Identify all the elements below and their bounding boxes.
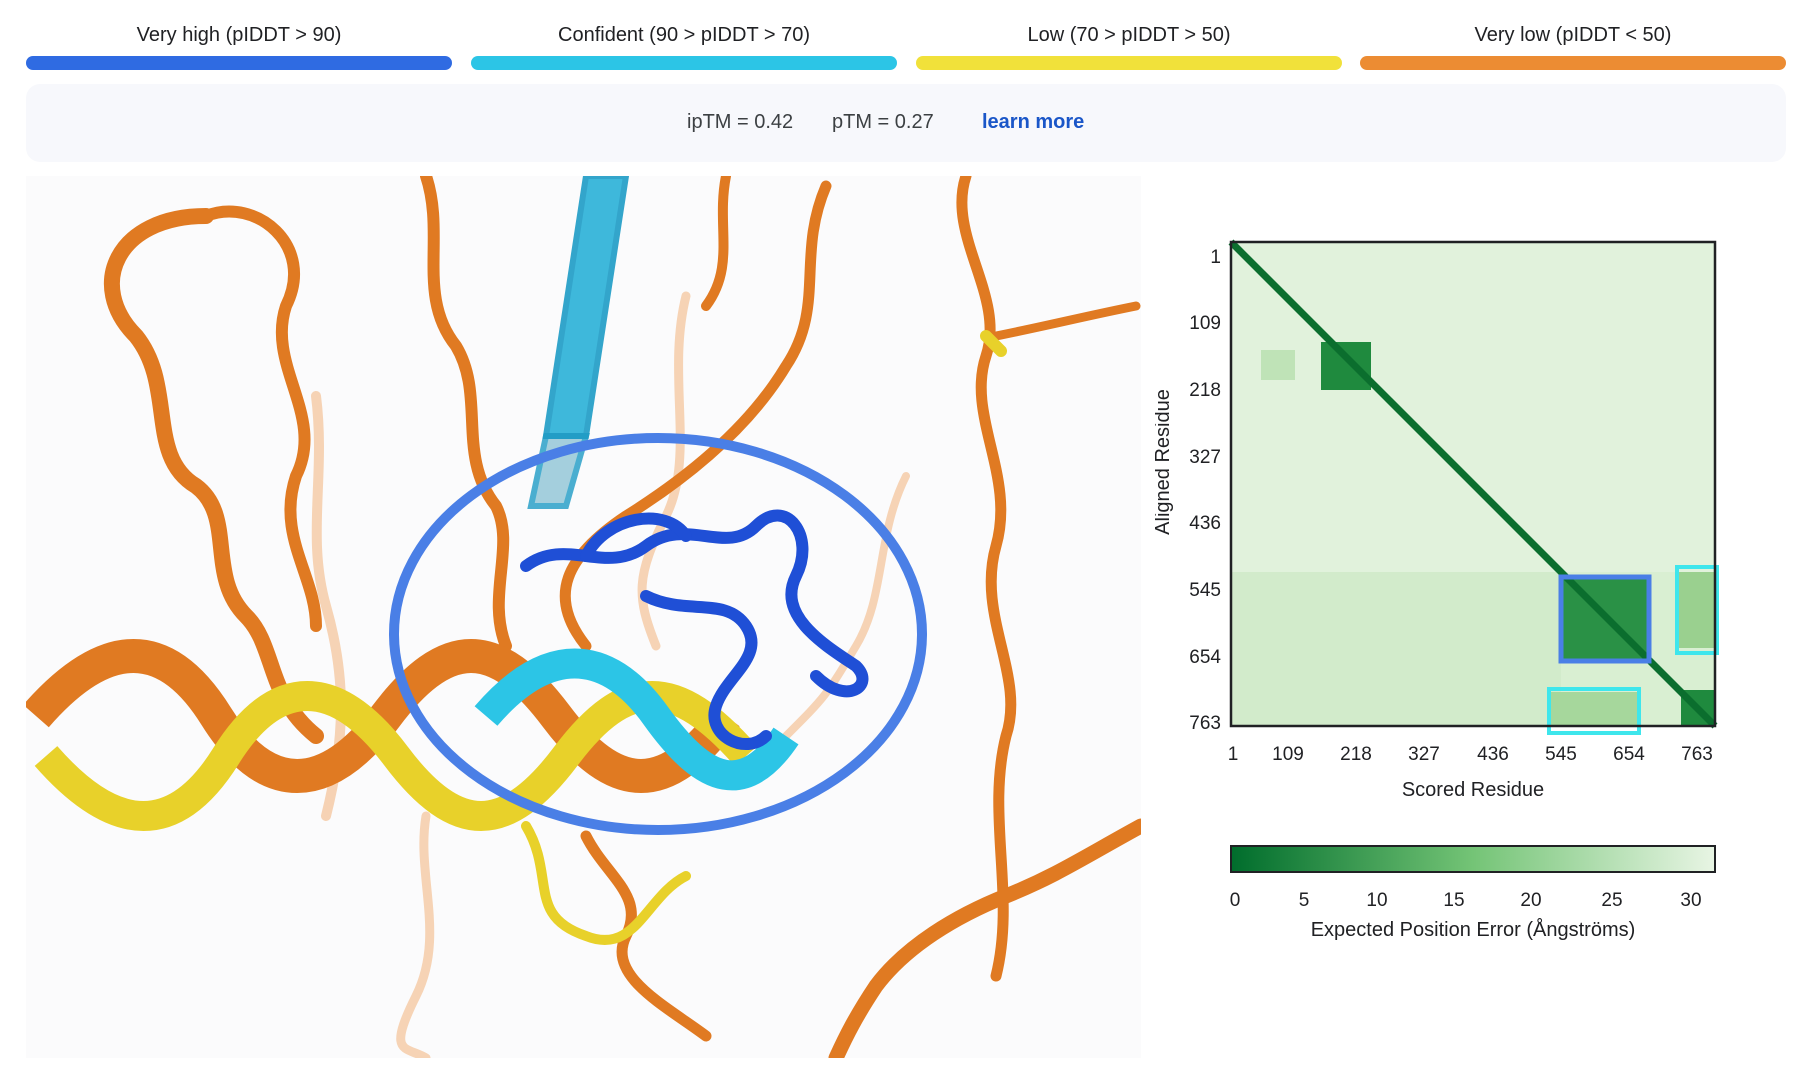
colorbar-tick: 20 (1520, 890, 1541, 911)
colorbar-tick: 30 (1680, 890, 1701, 911)
pae-highlight-box (1675, 565, 1719, 655)
pae-block (1231, 572, 1561, 726)
colorbar-tick: 15 (1443, 890, 1464, 911)
x-tick: 545 (1545, 744, 1577, 765)
legend-bar (471, 56, 897, 70)
pae-highlight-box (1547, 687, 1641, 735)
coil-strand (828, 818, 1141, 1058)
iptm-value: ipTM = 0.42 (687, 111, 794, 133)
legend-bar (1360, 56, 1786, 70)
protein-structure-3d-view (26, 176, 1141, 1058)
pae-plot: 1 109 218 327 436 545 654 763 1 109 218 … (1155, 239, 1719, 941)
y-tick: 654 (1189, 647, 1221, 668)
coil-strand (420, 176, 512, 652)
colorbar-title: Expected Position Error (Ångströms) (1311, 918, 1636, 941)
y-tick: 218 (1189, 380, 1221, 401)
colorbar-gradient (1230, 845, 1716, 873)
interface-highlight-ellipse (389, 433, 927, 835)
pae-block (1321, 342, 1371, 390)
legend-bar (916, 56, 1342, 70)
x-axis-title: Scored Residue (1402, 779, 1544, 801)
coil-strand (991, 301, 1141, 341)
pae-heatmap-frame (1229, 240, 1717, 728)
pae-diagonal (1228, 239, 1718, 729)
x-tick: 327 (1408, 744, 1440, 765)
metrics-panel: ipTM = 0.42 pTM = 0.27 learn more (26, 84, 1786, 162)
legend-label: Very low (pIDDT < 50) (1474, 24, 1672, 46)
legend-bar (26, 56, 452, 70)
x-tick: 763 (1681, 744, 1713, 765)
legend-low: Low (70 > pIDDT > 50) (916, 18, 1342, 74)
pae-highlight-box (1558, 574, 1652, 664)
x-tick: 109 (1272, 744, 1304, 765)
legend-very-low: Very low (pIDDT < 50) (1360, 18, 1786, 74)
low-confidence-segment (980, 330, 1007, 357)
pae-block (1551, 692, 1639, 726)
plddt-legend: Very high (pIDDT > 90) Confident (90 > p… (26, 18, 1786, 74)
x-tick: 436 (1477, 744, 1509, 765)
legend-label: Very high (pIDDT > 90) (136, 24, 342, 46)
legend-very-high: Very high (pIDDT > 90) (26, 18, 452, 74)
high-confidence-domain (520, 509, 869, 751)
colorbar-tick: 10 (1366, 890, 1387, 911)
legend-label: Confident (90 > pIDDT > 70) (558, 24, 810, 46)
learn-more-link[interactable]: learn more (982, 111, 1085, 133)
pae-block (1675, 572, 1715, 648)
colorbar-tick: 25 (1601, 890, 1622, 911)
colorbar-tick: 0 (1230, 890, 1241, 911)
structure-viewer[interactable] (26, 176, 1141, 1058)
coil-strand (701, 176, 731, 311)
pae-colorbar: 0 5 10 15 20 25 30 Expected Position Err… (1230, 845, 1716, 941)
y-tick: 327 (1189, 447, 1221, 468)
y-tick: 436 (1189, 513, 1221, 534)
low-confidence-segment (521, 821, 691, 945)
x-tick: 654 (1613, 744, 1645, 765)
coil-strand (103, 208, 324, 744)
x-tick: 1 (1228, 744, 1239, 765)
faded-strand (782, 472, 910, 740)
legend-label: Low (70 > pIDDT > 50) (1027, 24, 1231, 46)
pae-block (1261, 350, 1295, 380)
y-tick: 109 (1189, 313, 1221, 334)
y-tick: 545 (1189, 580, 1221, 601)
y-tick: 763 (1189, 713, 1221, 734)
ptm-value: pTM = 0.27 (832, 111, 934, 133)
x-tick: 218 (1340, 744, 1372, 765)
y-tick: 1 (1210, 247, 1221, 268)
faded-strand (396, 811, 435, 1058)
colorbar-tick: 5 (1299, 890, 1310, 911)
coil-strand (956, 176, 1017, 982)
y-axis-title: Aligned Residue (1155, 389, 1174, 535)
coil-strand (559, 180, 832, 652)
pae-heatmap-light-region (1231, 242, 1715, 572)
coil-strand (200, 205, 322, 632)
legend-confident: Confident (90 > pIDDT > 70) (471, 18, 897, 74)
dna-double-helix (26, 639, 799, 831)
